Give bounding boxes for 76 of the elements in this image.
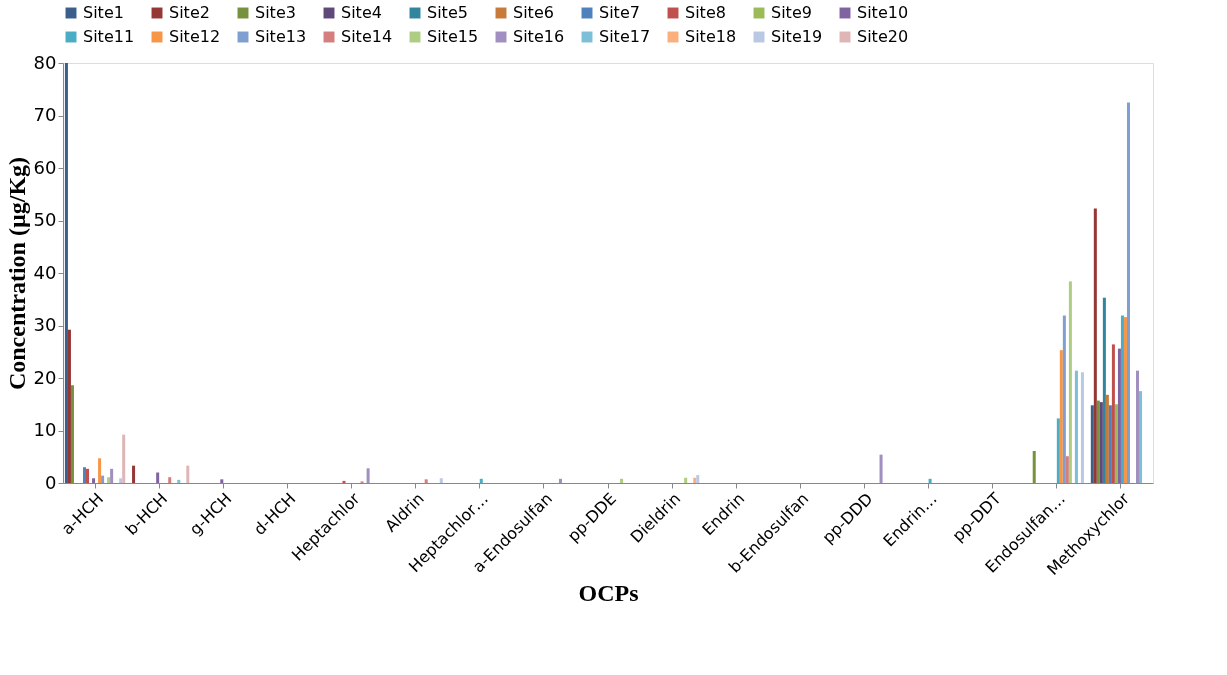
bar: [1105, 394, 1109, 483]
bar: [479, 478, 483, 483]
bar: [366, 468, 370, 483]
bar: [70, 385, 74, 483]
bar: [1126, 102, 1130, 483]
bar: [1032, 450, 1036, 483]
bar: [1062, 315, 1066, 483]
legend-label: Site5: [427, 3, 468, 22]
bar: [1074, 370, 1078, 483]
bar: [168, 477, 172, 483]
legend-label: Site9: [771, 3, 812, 22]
bar: [67, 329, 71, 483]
bar: [620, 478, 624, 483]
bar: [132, 465, 136, 483]
bar: [220, 479, 224, 483]
x-axis-title: OCPs: [578, 580, 639, 607]
y-tick-label: 0: [45, 471, 57, 493]
bar: [107, 477, 111, 483]
y-tick-label: 50: [33, 209, 57, 230]
bar: [1114, 404, 1118, 483]
legend-label: Site17: [599, 27, 651, 46]
y-tick-label: 80: [33, 51, 57, 73]
bar: [1068, 281, 1072, 483]
bar: [1102, 297, 1106, 483]
bar: [110, 468, 114, 483]
legend-label: Site14: [341, 27, 393, 46]
bar: [186, 465, 190, 483]
bar: [98, 458, 102, 483]
bar: [1056, 418, 1060, 483]
legend-label: Site8: [685, 3, 726, 22]
y-tick-label: 60: [33, 156, 57, 178]
legend-label: Site18: [685, 27, 737, 46]
bar: [879, 454, 883, 483]
bar: [342, 480, 346, 483]
bar: [424, 479, 428, 483]
bar: [1108, 405, 1112, 483]
y-axis-title: Concentration (µg/Kg): [3, 156, 30, 391]
y-tick-label: 40: [33, 261, 57, 283]
legend-label: Site16: [513, 27, 565, 46]
bar: [122, 434, 126, 483]
y-tick-label: 20: [33, 366, 57, 388]
bar: [684, 477, 688, 483]
legend-label: Site4: [341, 3, 382, 22]
bar: [92, 478, 96, 483]
legend-label: Site12: [169, 27, 221, 46]
bar: [1117, 348, 1121, 483]
legend-label: Site20: [857, 27, 909, 46]
bar: [1093, 208, 1097, 483]
bar: [1059, 350, 1063, 483]
legend-label: Site6: [513, 3, 554, 22]
legend-label: Site10: [857, 3, 909, 22]
y-tick-label: 30: [33, 314, 57, 335]
legend-label: Site3: [255, 3, 296, 22]
bar: [1111, 344, 1115, 483]
legend-label: Site19: [771, 27, 823, 46]
legend-label: Site7: [599, 3, 640, 22]
bar: [101, 475, 105, 483]
bar: [1065, 456, 1069, 483]
legend-label: Site11: [83, 27, 135, 46]
bar: [156, 472, 160, 483]
bar: [558, 478, 562, 483]
legend-label: Site13: [255, 27, 307, 46]
bar: [928, 478, 932, 483]
bar: [1090, 405, 1094, 483]
bar: [1136, 370, 1140, 483]
bar: [439, 478, 443, 483]
bar: [177, 479, 181, 483]
legend-label: Site1: [83, 3, 124, 22]
bar: [1080, 372, 1084, 483]
legend-label: Site2: [169, 3, 210, 22]
y-tick-label: 10: [33, 419, 57, 440]
bar: [119, 478, 123, 483]
bar: [1139, 391, 1143, 483]
bar: [86, 468, 90, 483]
legend-label: Site15: [427, 27, 479, 46]
y-tick-label: 70: [33, 104, 57, 125]
